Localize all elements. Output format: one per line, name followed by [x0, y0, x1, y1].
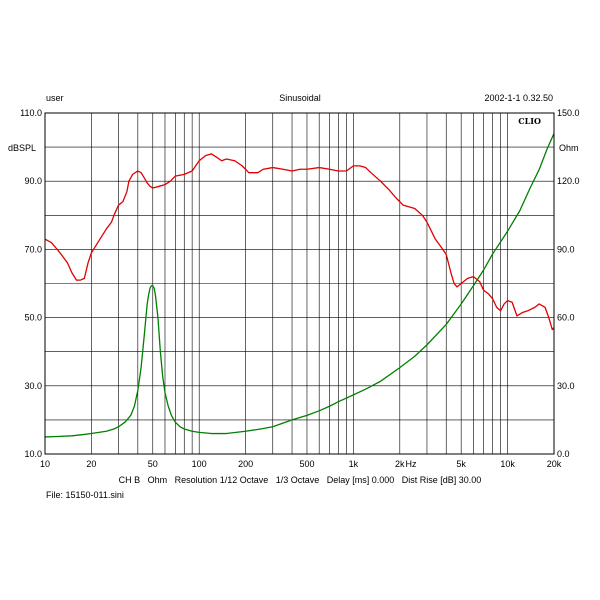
spl-curve — [45, 153, 554, 331]
x-tick-label: 20k — [547, 459, 562, 469]
impedance-curve — [45, 132, 554, 438]
x-tick-label: 5k — [456, 459, 466, 469]
right-tick-label: 120.0 — [557, 176, 580, 186]
right-tick-label: 90.0 — [557, 244, 575, 254]
file-name: File: 15150-011.sini — [46, 490, 124, 500]
right-tick-label: 150.0 — [557, 108, 580, 118]
x-tick-label: 2k — [395, 459, 405, 469]
x-tick-label: 500 — [299, 459, 314, 469]
left-tick-label: 30.0 — [24, 381, 42, 391]
left-tick-label: 70.0 — [24, 244, 42, 254]
brand-logo-text: CLIO — [518, 116, 541, 126]
header-left: user — [46, 93, 64, 103]
x-axis-unit: Hz — [406, 459, 417, 469]
header-title: Sinusoidal — [279, 93, 321, 103]
left-tick-label: 50.0 — [24, 313, 42, 323]
header-timestamp: 2002-1-1 0.32.50 — [484, 93, 553, 103]
right-axis-label: Ohm — [559, 143, 579, 153]
measurement-settings: CH B Ohm Resolution 1/12 Octave 1/3 Octa… — [119, 475, 482, 485]
right-tick-label: 30.0 — [557, 381, 575, 391]
left-axis-ticks: 10.0 30.0 50.0 70.0 90.0 110.0 — [20, 108, 42, 459]
series-group — [45, 132, 554, 438]
left-tick-label: 10.0 — [24, 449, 42, 459]
right-tick-label: 60.0 — [557, 313, 575, 323]
left-axis-label: dBSPL — [8, 143, 36, 153]
left-tick-label: 90.0 — [24, 176, 42, 186]
right-tick-label: 0.0 — [557, 449, 570, 459]
x-tick-label: 200 — [238, 459, 253, 469]
x-tick-label: 100 — [192, 459, 207, 469]
left-tick-label: 110.0 — [20, 108, 42, 118]
right-axis-ticks: 0.0 30.0 60.0 90.0 120.0 150.0 — [557, 108, 580, 459]
x-tick-label: 50 — [148, 459, 158, 469]
x-tick-label: 20 — [86, 459, 96, 469]
x-tick-label: 10 — [40, 459, 50, 469]
x-tick-label: 10k — [500, 459, 515, 469]
x-tick-label: 1k — [349, 459, 359, 469]
x-axis-ticks: 10 20 50 100 200 500 1k 2k 5k 10k 20k — [40, 459, 562, 469]
plot-border — [44, 112, 555, 455]
